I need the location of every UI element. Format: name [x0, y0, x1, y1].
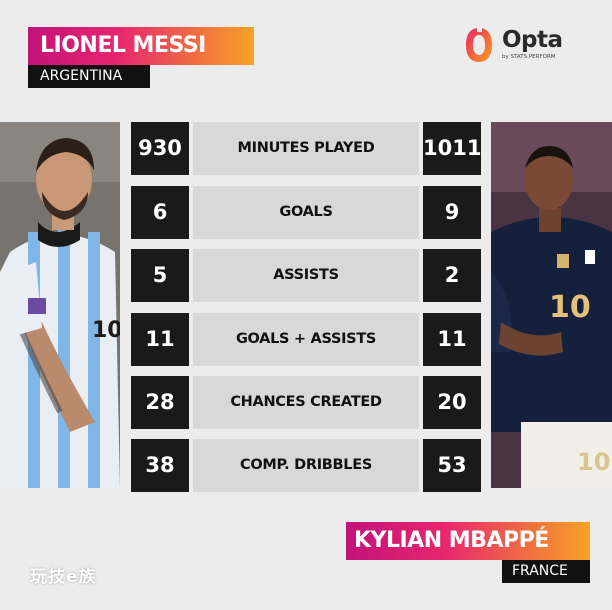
right-player-name: KYLIAN MBAPPÉ — [346, 522, 590, 560]
left-stat-value: 930 — [131, 122, 189, 175]
right-player-shirt-number: 10 — [549, 290, 591, 325]
right-player-country: FRANCE — [502, 560, 590, 583]
stat-label: GOALS + ASSISTS — [193, 313, 419, 366]
stat-label: CHANCES CREATED — [193, 376, 419, 429]
stat-row: 930 MINUTES PLAYED 1011 — [131, 122, 481, 175]
right-stat-value: 9 — [423, 186, 481, 239]
left-player-photo: 10 — [0, 122, 120, 488]
left-stat-value: 6 — [131, 186, 189, 239]
left-player-country: ARGENTINA — [28, 65, 150, 88]
right-stat-value: 2 — [423, 249, 481, 302]
watermark-text: 玩技e族 — [30, 567, 97, 587]
stat-label: COMP. DRIBBLES — [193, 439, 419, 492]
left-stat-value: 11 — [131, 313, 189, 366]
right-player-nameplate: KYLIAN MBAPPÉ FRANCE — [346, 522, 590, 583]
right-stat-value: 11 — [423, 313, 481, 366]
mbappe-figure-icon: 10 10 — [491, 122, 612, 488]
left-player-nameplate: LIONEL MESSI ARGENTINA — [28, 27, 254, 88]
left-player-name: LIONEL MESSI — [28, 27, 254, 65]
stat-row: 5 ASSISTS 2 — [131, 249, 481, 302]
stat-label: MINUTES PLAYED — [193, 122, 419, 175]
right-player-photo: 10 10 — [491, 122, 612, 488]
right-stat-value: 53 — [423, 439, 481, 492]
opta-logo: Opta by STATS PERFORM — [462, 25, 592, 65]
left-player-shirt-number: 10 — [92, 318, 120, 343]
opta-logo-mark-icon — [466, 25, 492, 62]
right-stat-value: 20 — [423, 376, 481, 429]
stat-row: 28 CHANCES CREATED 20 — [131, 376, 481, 429]
stat-label: GOALS — [193, 186, 419, 239]
stat-label: ASSISTS — [193, 249, 419, 302]
svg-text:10: 10 — [577, 448, 610, 476]
opta-subtitle: by STATS PERFORM — [502, 54, 556, 60]
opta-wordmark: Opta — [502, 27, 563, 53]
stat-row: 11 GOALS + ASSISTS 11 — [131, 313, 481, 366]
left-stat-value: 5 — [131, 249, 189, 302]
right-stat-value: 1011 — [423, 122, 481, 175]
left-stat-value: 38 — [131, 439, 189, 492]
left-stat-value: 28 — [131, 376, 189, 429]
stat-row: 6 GOALS 9 — [131, 186, 481, 239]
stat-row: 38 COMP. DRIBBLES 53 — [131, 439, 481, 492]
messi-figure-icon: 10 — [0, 122, 120, 488]
